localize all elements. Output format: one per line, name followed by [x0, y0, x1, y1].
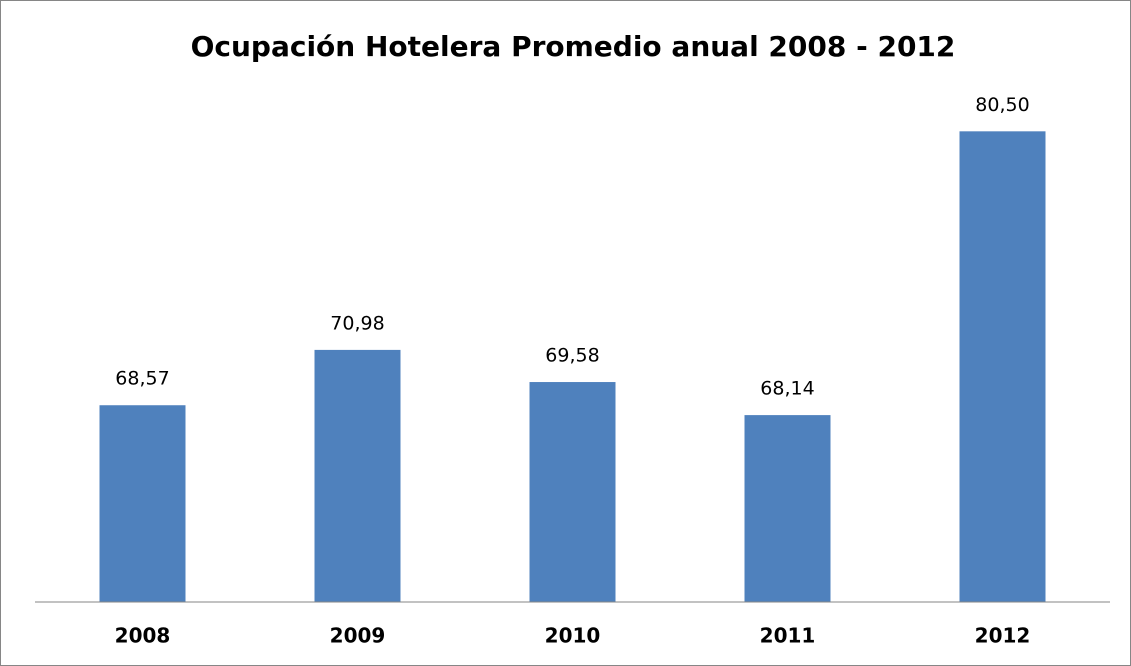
x-tick-label: 2009 — [330, 624, 386, 648]
bar — [959, 131, 1046, 602]
x-tick-label: 2008 — [115, 624, 171, 648]
data-label: 68,14 — [760, 378, 814, 400]
bar — [99, 405, 186, 602]
bar — [314, 349, 401, 602]
bar — [529, 382, 616, 602]
x-tick-label: 2010 — [545, 624, 601, 648]
x-tick-label: 2011 — [760, 624, 816, 648]
data-label: 80,50 — [975, 94, 1029, 116]
data-label: 68,57 — [115, 368, 169, 390]
chart-title: Ocupación Hotelera Promedio anual 2008 -… — [191, 30, 956, 63]
x-tick-label: 2012 — [975, 624, 1031, 648]
data-label: 69,58 — [545, 345, 599, 367]
data-label: 70,98 — [330, 312, 384, 334]
bar — [744, 415, 831, 602]
